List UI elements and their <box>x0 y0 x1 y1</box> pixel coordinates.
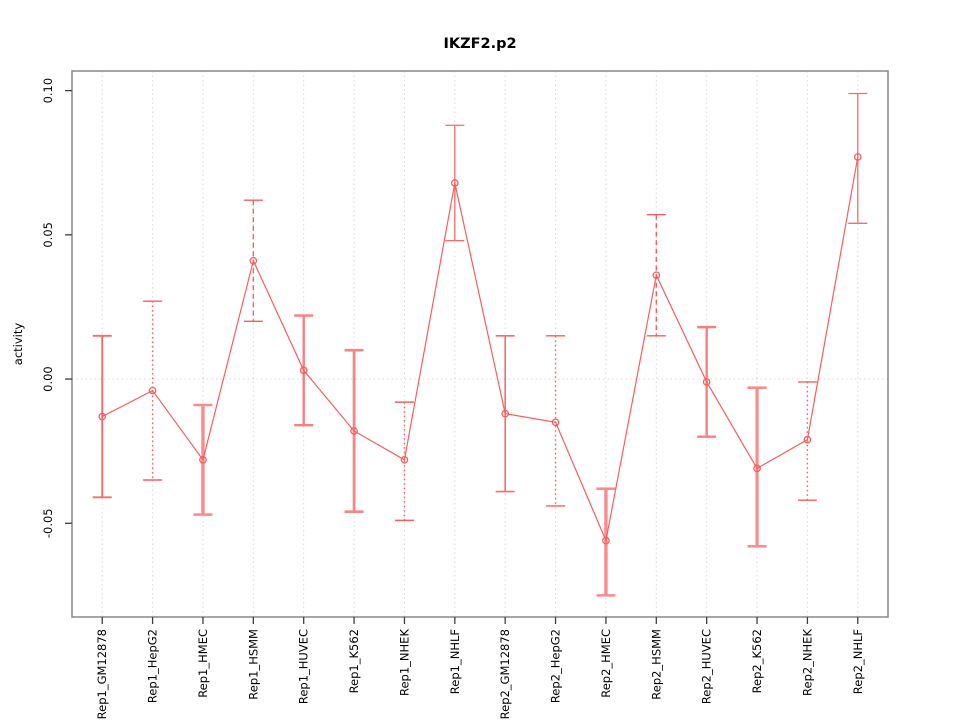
data-point <box>249 256 258 265</box>
y-tick-label: 0.10 <box>41 78 55 104</box>
data-point <box>299 366 308 375</box>
x-tick-label: Rep1_K562 <box>347 629 361 693</box>
y-tick-label: 0.05 <box>41 222 55 248</box>
data-point <box>501 409 510 418</box>
y-tick-label: -0.05 <box>41 508 55 538</box>
data-point <box>853 153 862 161</box>
chart-layer: -0.05 0.00 0.05 0.10 Rep1_GM12878 Rep1_HepG2 R… <box>41 70 889 719</box>
x-tick-label: Rep1_GM12878 <box>95 629 109 719</box>
x-tick-label: Rep1_NHLF <box>448 629 462 694</box>
x-tick-label: Rep1_HSMM <box>246 629 260 700</box>
x-tick-label: Rep2_K562 <box>750 629 764 693</box>
x-tick-label: Rep1_HMEC <box>196 629 210 698</box>
data-point <box>98 412 107 421</box>
data-point <box>350 427 358 435</box>
x-tick-label: Rep2_NHEK <box>800 629 814 696</box>
y-tick-label: 0.00 <box>41 366 55 392</box>
series-line <box>101 156 859 543</box>
plot-border <box>71 70 889 618</box>
x-tick-label: Rep2_GM12878 <box>498 629 512 719</box>
x-tick-label: Rep1_HepG2 <box>146 629 160 703</box>
y-axis-label: activity <box>11 323 25 366</box>
x-tick-label: Rep1_HUVEC <box>297 629 311 704</box>
data-point <box>602 536 610 545</box>
data-point <box>148 386 157 395</box>
data-point <box>400 455 409 464</box>
data-point <box>702 378 711 386</box>
chart-title: IKZF2.p2 <box>443 36 516 52</box>
x-tick-label: Rep2_HSMM <box>649 629 663 700</box>
data-point <box>753 464 761 473</box>
data-point <box>199 455 207 464</box>
x-tick-label: Rep2_NHLF <box>851 629 865 694</box>
data-point <box>652 271 661 280</box>
data-point <box>803 435 812 444</box>
x-tick-label: Rep2_HUVEC <box>700 629 714 704</box>
data-point <box>450 179 459 187</box>
x-tick-label: Rep1_NHEK <box>397 629 411 696</box>
data-point <box>551 418 560 427</box>
x-tick-label: Rep2_HMEC <box>599 629 613 698</box>
x-tick-label: Rep2_HepG2 <box>549 629 563 703</box>
